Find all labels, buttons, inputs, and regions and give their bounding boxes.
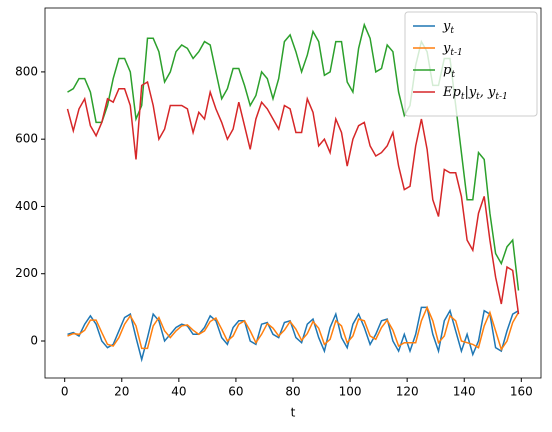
x-tick-label: 140 bbox=[453, 385, 476, 399]
y-tick-label: 0 bbox=[30, 334, 38, 348]
x-tick-label: 120 bbox=[396, 385, 419, 399]
legend-label: yt bbox=[442, 19, 454, 36]
x-axis-label: t bbox=[291, 406, 296, 420]
x-tick-label: 40 bbox=[171, 385, 186, 399]
legend-label: Ept|yt, yt-1 bbox=[442, 85, 508, 102]
x-tick-label: 160 bbox=[510, 385, 533, 399]
legend-label: yt-1 bbox=[442, 41, 463, 58]
y-tick-label: 400 bbox=[15, 199, 38, 213]
x-tick-label: 60 bbox=[228, 385, 243, 399]
y-tick-label: 200 bbox=[15, 266, 38, 280]
x-tick-label: 0 bbox=[61, 385, 69, 399]
legend-label: pt bbox=[443, 63, 455, 80]
x-tick-label: 80 bbox=[285, 385, 300, 399]
y-tick-label: 800 bbox=[15, 64, 38, 78]
x-tick-label: 20 bbox=[114, 385, 129, 399]
y-tick-label: 600 bbox=[15, 132, 38, 146]
legend-box bbox=[404, 11, 538, 117]
x-tick-label: 100 bbox=[339, 385, 362, 399]
series-line bbox=[66, 80, 520, 315]
series-line bbox=[67, 306, 519, 363]
series-line bbox=[67, 305, 520, 352]
plot-frame bbox=[44, 7, 542, 379]
